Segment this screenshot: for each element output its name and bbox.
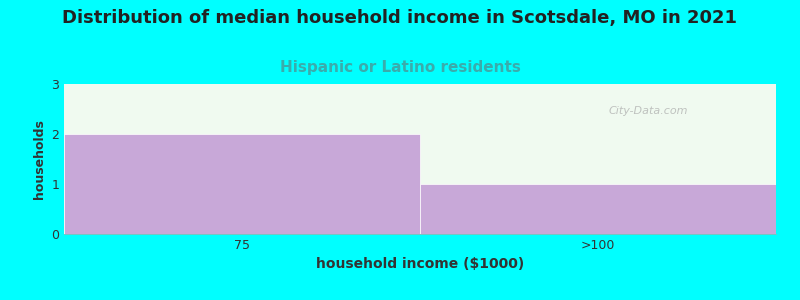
X-axis label: household income ($1000): household income ($1000) [316,257,524,272]
Text: Distribution of median household income in Scotsdale, MO in 2021: Distribution of median household income … [62,9,738,27]
Y-axis label: households: households [33,119,46,199]
Text: City-Data.com: City-Data.com [608,106,687,116]
Bar [420,184,776,234]
Text: Hispanic or Latino residents: Hispanic or Latino residents [279,60,521,75]
Bar [64,134,420,234]
